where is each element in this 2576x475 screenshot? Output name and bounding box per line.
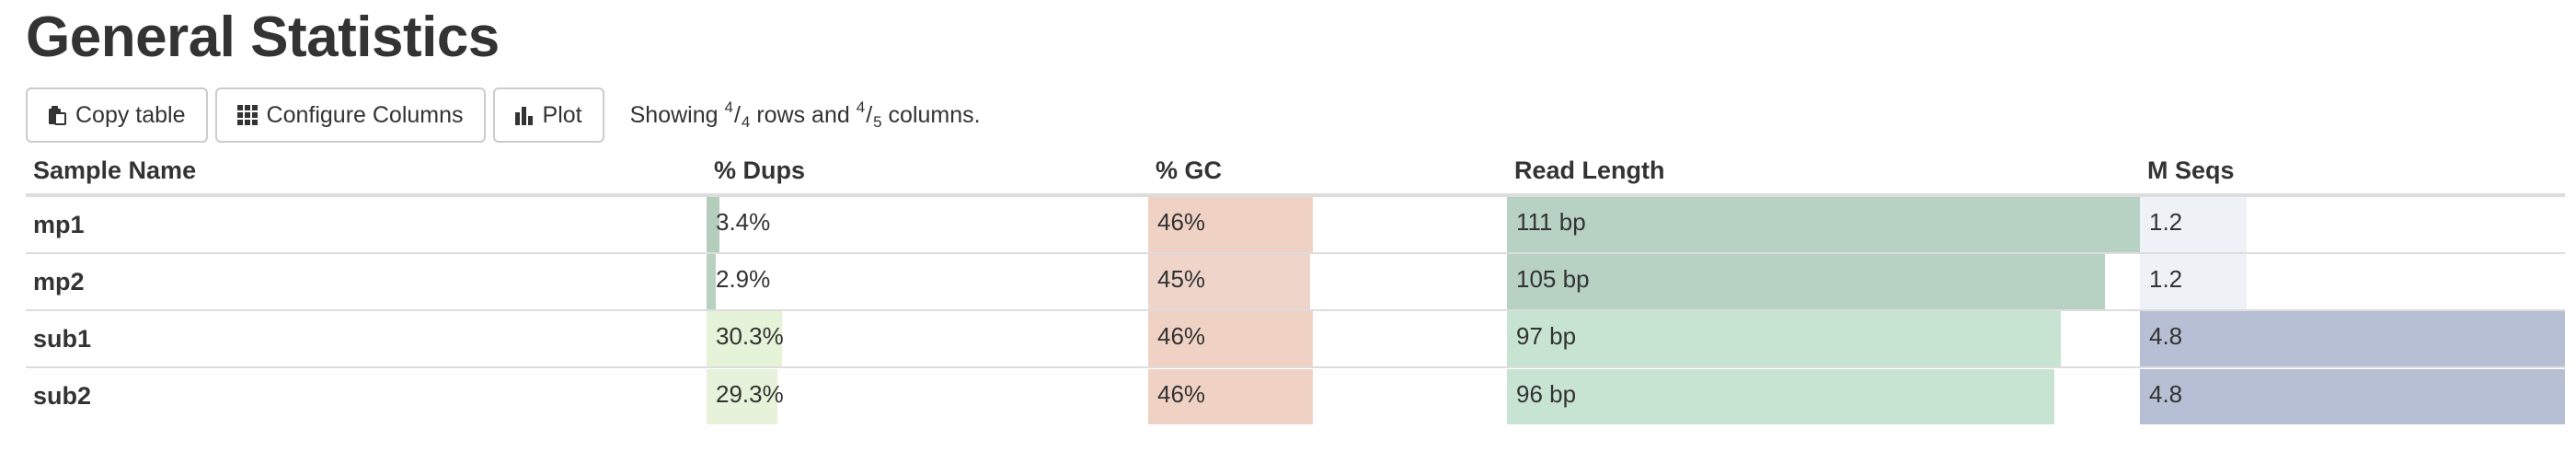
mseqs-value: 4.8 xyxy=(2149,379,2183,408)
header-gc[interactable]: % GC xyxy=(1148,147,1507,197)
bar-chart-icon xyxy=(514,107,533,125)
gc-bar xyxy=(1148,254,1310,309)
mseqs-cell: 1.2 xyxy=(2140,253,2565,311)
mseqs-cell: 1.2 xyxy=(2140,195,2565,254)
dups-value: 3.4% xyxy=(716,208,771,236)
mseqs-value: 1.2 xyxy=(2149,208,2183,236)
gc-cell: 46% xyxy=(1148,310,1507,368)
mseqs-cell: 4.8 xyxy=(2140,310,2565,368)
gc-bar xyxy=(1148,197,1314,252)
mseqs-bar xyxy=(2140,197,2247,252)
mseqs-value: 1.2 xyxy=(2149,265,2183,293)
table-header-row: Sample Name % Dups % GC Read Length M Se… xyxy=(26,147,2565,197)
page-title: General Statistics xyxy=(26,6,500,69)
dups-bar xyxy=(707,311,782,366)
configure-columns-label: Configure Columns xyxy=(266,101,464,128)
gc-cell: 46% xyxy=(1148,195,1507,254)
read-length-bar xyxy=(1507,368,2055,424)
showing-summary: Showing 4/4 rows and 4/5 columns. xyxy=(629,98,981,131)
plot-label: Plot xyxy=(542,101,582,128)
gc-cell: 46% xyxy=(1148,367,1507,424)
dups-value: 29.3% xyxy=(716,379,784,408)
copy-table-label: Copy table xyxy=(75,101,186,128)
header-m-seqs[interactable]: M Seqs xyxy=(2140,147,2565,197)
read-length-bar xyxy=(1507,311,2061,366)
gc-bar xyxy=(1148,311,1314,366)
gc-value: 46% xyxy=(1157,208,1206,236)
gc-cell: 45% xyxy=(1148,253,1507,311)
dups-bar xyxy=(707,368,777,424)
read-length-cell: 105 bp xyxy=(1507,253,2140,311)
mseqs-value: 4.8 xyxy=(2149,322,2183,350)
read-length-cell: 97 bp xyxy=(1507,310,2140,368)
plot-button[interactable]: Plot xyxy=(492,87,604,143)
dups-cell: 29.3% xyxy=(707,367,1148,424)
sample-name-cell: mp2 xyxy=(26,253,707,311)
table-row: mp1 3.4% 46% 111 bp 1.2 xyxy=(26,195,2565,254)
general-stats-table: Sample Name % Dups % GC Read Length M Se… xyxy=(26,147,2565,424)
sample-name-cell: sub1 xyxy=(26,310,707,368)
mseqs-bar xyxy=(2140,368,2565,424)
header-sample-name[interactable]: Sample Name xyxy=(26,147,707,197)
mseqs-cell: 4.8 xyxy=(2140,367,2565,424)
read-length-value: 111 bp xyxy=(1516,208,1586,236)
gc-value: 45% xyxy=(1157,265,1206,293)
dups-bar xyxy=(707,254,716,309)
table-toolbar: Copy table Configure Columns Plot Showin… xyxy=(26,87,981,143)
mseqs-bar xyxy=(2140,311,2565,366)
read-length-bar xyxy=(1507,197,2140,252)
gc-bar xyxy=(1148,368,1314,424)
read-length-value: 97 bp xyxy=(1516,322,1577,350)
gc-value: 46% xyxy=(1157,322,1206,350)
grid-icon xyxy=(236,105,258,125)
dups-value: 30.3% xyxy=(716,322,784,350)
dups-value: 2.9% xyxy=(716,265,771,293)
dups-cell: 30.3% xyxy=(707,310,1148,368)
dups-cell: 3.4% xyxy=(707,195,1148,254)
gc-value: 46% xyxy=(1157,379,1206,408)
table-row: sub2 29.3% 46% 96 bp 4.8 xyxy=(26,367,2565,424)
table-row: sub1 30.3% 46% 97 bp 4.8 xyxy=(26,310,2565,368)
dups-bar xyxy=(707,197,720,252)
dups-cell: 2.9% xyxy=(707,253,1148,311)
clipboard-icon xyxy=(49,106,66,125)
copy-table-button[interactable]: Copy table xyxy=(26,87,208,143)
read-length-cell: 96 bp xyxy=(1507,367,2140,424)
read-length-bar xyxy=(1507,254,2106,309)
mseqs-bar xyxy=(2140,254,2247,309)
sample-name-cell: mp1 xyxy=(26,195,707,254)
table-row: mp2 2.9% 45% 105 bp 1.2 xyxy=(26,253,2565,311)
configure-columns-button[interactable]: Configure Columns xyxy=(214,87,486,143)
header-dups[interactable]: % Dups xyxy=(707,147,1148,197)
header-read-length[interactable]: Read Length xyxy=(1507,147,2140,197)
read-length-value: 96 bp xyxy=(1516,379,1577,408)
sample-name-cell: sub2 xyxy=(33,382,92,410)
read-length-value: 105 bp xyxy=(1516,265,1590,293)
read-length-cell: 111 bp xyxy=(1507,195,2140,254)
